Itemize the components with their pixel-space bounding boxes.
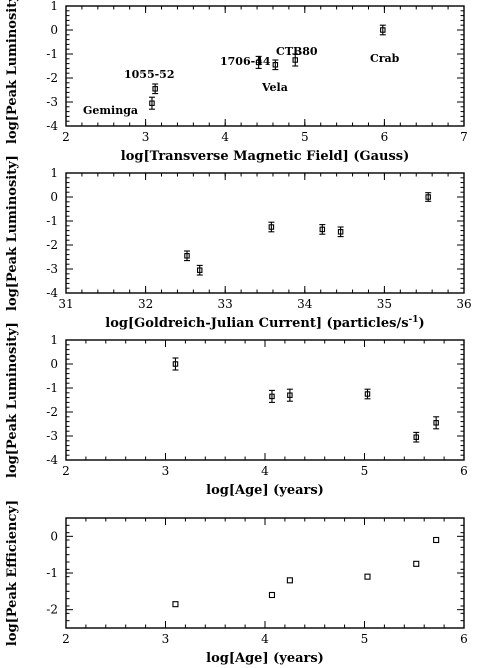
x-tick-label: 3: [142, 130, 150, 144]
y-tick-label: 0: [50, 357, 58, 371]
y-axis-label: log[Peak Efficiency]: [5, 500, 20, 646]
annotation-1055-52: 1055-52: [124, 68, 175, 81]
data-point: [184, 253, 190, 259]
x-tick-label: 4: [221, 130, 229, 144]
axis-ticks: [65, 172, 465, 294]
x-axis-label-close: ): [419, 316, 425, 331]
y-tick-label: -2: [46, 71, 58, 85]
data-point: [364, 391, 371, 397]
y-tick-label: -4: [46, 453, 58, 467]
y-tick-label: 1: [50, 166, 58, 180]
plot-frame: [65, 172, 465, 294]
y-axis-label: log[Peak Luminosity]: [5, 322, 20, 478]
x-axis-label: log[Age] (years): [206, 483, 324, 498]
x-axis-label-superscript: -1: [409, 315, 419, 325]
plot-frame: [65, 5, 465, 127]
y-tick-label: -3: [46, 429, 58, 443]
x-tick-label: 32: [138, 297, 153, 311]
panel-age-luminosity: 2 3 4 5 6 -4 -3 -2 -1 0 1 log[Age] (years) log[Pea…: [5, 322, 468, 498]
x-tick-label: 4: [261, 464, 269, 478]
x-tick-label: 6: [381, 130, 389, 144]
data-point: [152, 86, 158, 92]
data-point: [433, 536, 440, 544]
y-tick-label: -2: [46, 405, 58, 419]
x-tick-label: 31: [58, 297, 73, 311]
x-axis-label-text: log[Goldreich-Julian Current] (particles…: [105, 316, 408, 331]
x-tick-label: 6: [460, 464, 468, 478]
y-tick-label: -1: [46, 214, 58, 228]
y-tick-label: 0: [50, 23, 58, 37]
x-axis-label: log[Transverse Magnetic Field] (Gauss): [121, 149, 409, 164]
data-point: [149, 100, 155, 106]
data-point: [269, 393, 275, 400]
panel-age-efficiency: 2 3 4 5 6 -2 -1 0 log[Age] (years) log[Peak Eff…: [5, 500, 468, 666]
data-point: [337, 229, 344, 235]
x-tick-label: 5: [301, 130, 309, 144]
y-tick-label: 1: [50, 0, 58, 13]
plot-frame: [65, 339, 465, 461]
annotation-vela: Vela: [261, 81, 288, 94]
x-tick-label: 7: [460, 130, 468, 144]
data-point: [433, 420, 439, 426]
data-point: [413, 434, 419, 440]
y-axis-label: log[Peak Luminosity]: [5, 155, 20, 311]
y-tick-label: 1: [50, 333, 58, 347]
y-tick-label: -2: [46, 238, 58, 252]
x-tick-label: 2: [62, 130, 70, 144]
x-tick-label: 4: [261, 632, 269, 646]
data-point: [287, 392, 293, 398]
x-tick-label: 3: [162, 464, 170, 478]
y-tick-label: -3: [46, 262, 58, 276]
x-tick-label: 35: [377, 297, 392, 311]
y-tick-label: -1: [46, 47, 58, 61]
x-tick-label: 3: [162, 632, 170, 646]
panel-magnetic-field: 2 3 4 5 6 7 -4 -3 -2 -1 0 1 log[Transverse Magnetic…: [5, 0, 468, 164]
x-tick-label: 34: [297, 297, 313, 311]
data-point: [172, 601, 179, 608]
axis-ticks: [65, 5, 465, 127]
annotation-geminga: Geminga: [83, 104, 138, 117]
data-point: [172, 361, 179, 367]
y-tick-label: -1: [46, 566, 58, 580]
x-tick-label: 2: [62, 464, 70, 478]
data-point: [272, 62, 279, 68]
y-tick-label: 0: [50, 190, 58, 204]
x-tick-label: 5: [361, 632, 369, 646]
panel-gj-current: 31 32 33 34 35 36 -4 -3 -2 -1 0 1 log[Goldreich-Jul…: [5, 155, 472, 331]
x-axis-label: log[Age] (years): [206, 651, 324, 666]
data-point: [286, 577, 293, 584]
x-tick-label: 5: [361, 464, 369, 478]
annotation-1706-44: 1706-44: [220, 55, 271, 68]
data-point: [292, 57, 298, 63]
axis-ticks: [65, 517, 465, 629]
axis-ticks: [65, 339, 465, 461]
data-point: [364, 573, 371, 580]
x-tick-label: 2: [62, 632, 70, 646]
x-axis-label: log[Goldreich-Julian Current] (particles…: [105, 315, 424, 331]
data-point: [268, 224, 275, 230]
annotation-ctb80: CTB80: [276, 45, 318, 58]
y-tick-label: -1: [46, 381, 58, 395]
annotation-crab: Crab: [370, 52, 400, 65]
y-tick-label: -4: [46, 119, 58, 133]
data-point: [413, 560, 420, 567]
x-tick-label: 6: [460, 632, 468, 646]
y-axis-label: log[Peak Luminosity]: [5, 0, 20, 144]
data-point: [196, 267, 203, 273]
data-point: [425, 194, 431, 200]
x-tick-label: 33: [218, 297, 233, 311]
y-tick-label: -2: [46, 603, 58, 617]
data-point: [319, 226, 326, 233]
x-tick-label: 36: [456, 297, 471, 311]
y-tick-label: 0: [50, 529, 58, 543]
data-point: [380, 27, 386, 33]
y-tick-label: -4: [46, 286, 58, 300]
plot-frame: [65, 517, 465, 629]
data-point: [255, 59, 262, 66]
y-tick-label: -3: [46, 95, 58, 109]
data-point: [268, 591, 276, 599]
